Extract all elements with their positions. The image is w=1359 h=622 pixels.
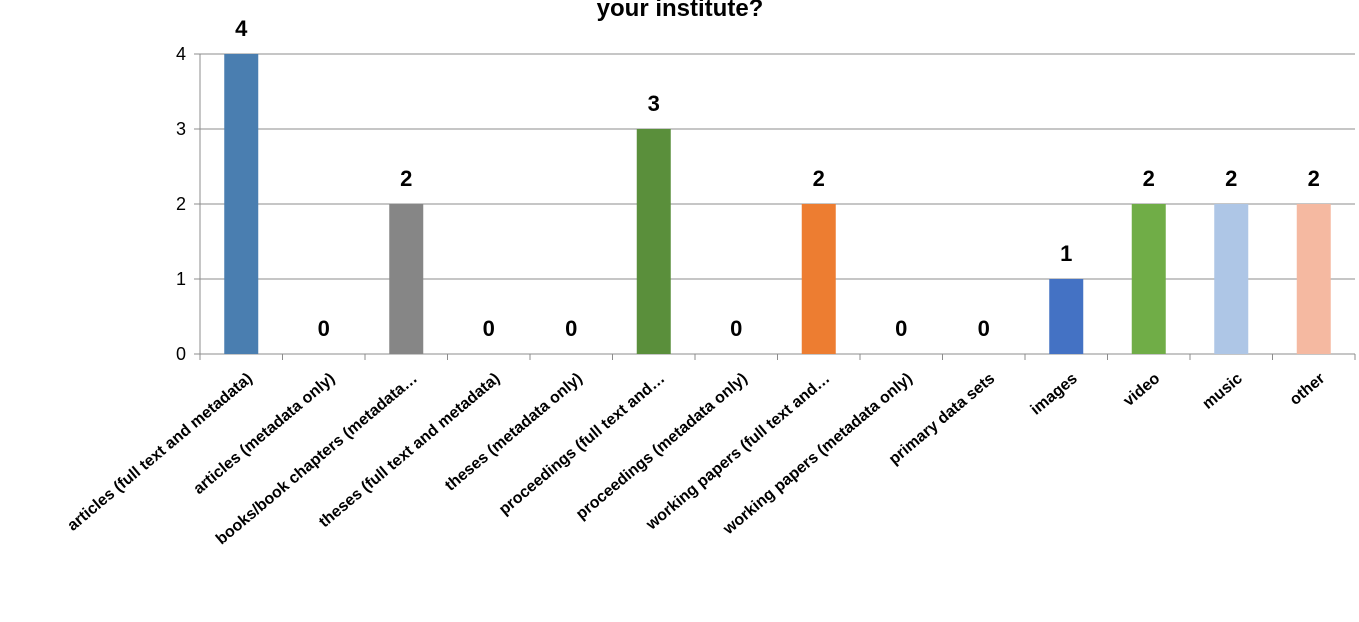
- chart-title: your institute?: [597, 0, 764, 22]
- data-label: 1: [1060, 241, 1072, 266]
- y-tick-label: 4: [176, 44, 186, 64]
- data-label: 0: [318, 316, 330, 341]
- data-label: 2: [400, 166, 412, 191]
- data-label: 2: [1308, 166, 1320, 191]
- bar: [224, 54, 259, 354]
- bar: [636, 129, 671, 354]
- x-tick-label: articles (full text and metadata): [64, 370, 255, 534]
- data-label: 4: [235, 16, 248, 41]
- x-tick-label: images: [1028, 370, 1081, 419]
- bar: [389, 204, 424, 354]
- data-label: 0: [895, 316, 907, 341]
- y-tick-label: 1: [176, 269, 186, 289]
- bar: [1296, 204, 1331, 354]
- x-tick-label: music: [1199, 370, 1245, 413]
- data-label: 0: [565, 316, 577, 341]
- x-tick-label: video: [1120, 370, 1163, 410]
- y-tick-label: 3: [176, 119, 186, 139]
- data-label: 0: [730, 316, 742, 341]
- data-label: 3: [648, 91, 660, 116]
- bar: [801, 204, 836, 354]
- y-tick-label: 2: [176, 194, 186, 214]
- x-tick-label: proceedings (full text and…: [496, 370, 668, 518]
- y-axis: 0 1 2 3 4: [176, 44, 201, 364]
- bar: [1049, 279, 1084, 354]
- data-label: 0: [978, 316, 990, 341]
- data-label: 0: [483, 316, 495, 341]
- data-label: 2: [1143, 166, 1155, 191]
- x-tick-label: theses (full text and metadata): [316, 370, 503, 531]
- data-labels: 4 0 2 0 0 3 0 2 0 0 1 2 2 2: [235, 16, 1320, 341]
- x-tick-label: articles (metadata only): [190, 370, 338, 498]
- data-label: 2: [813, 166, 825, 191]
- x-tick-label: proceedings (metadata only): [573, 370, 751, 523]
- y-tick-label: 0: [176, 344, 186, 364]
- x-axis: [199, 353, 1356, 360]
- bar: [1214, 204, 1249, 354]
- bars: [224, 54, 1331, 354]
- x-tick-label: other: [1287, 370, 1329, 409]
- bar: [1131, 204, 1166, 354]
- x-tick-label: theses (metadata only): [442, 370, 586, 494]
- data-label: 2: [1225, 166, 1237, 191]
- x-tick-labels: articles (full text and metadata)article…: [64, 370, 1328, 548]
- grid-lines: [200, 53, 1355, 280]
